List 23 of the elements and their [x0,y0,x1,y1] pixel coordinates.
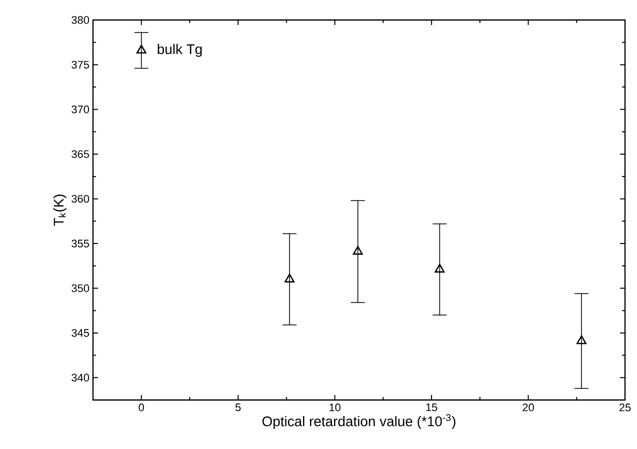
y-axis-title: T$_{k}$(K) [53,194,66,226]
x-tick-label: 0 [138,404,144,412]
y-tick-label: 360 [72,194,90,203]
x-tick-label: 20 [522,404,534,412]
y-tick-label: 365 [72,150,90,158]
y-tick-label: 340 [72,374,90,382]
x-tick-label: 5 [235,404,241,412]
y-tick-label: 380 [72,16,90,24]
point [284,274,295,282]
y-tick-label: 375 [72,60,90,69]
point [576,335,586,344]
y-tick-label: 355 [72,240,90,248]
point [352,246,363,255]
x-tick-label: 10 [330,404,340,412]
x-tick-label: 25 [619,404,631,412]
y-tick-label: 345 [72,329,90,337]
y-tick-label: 370 [72,106,90,114]
x-axis-title: Optical retardation value (*10$^{-3}$) [262,414,456,430]
point [136,44,146,54]
x-tick-label: 15 [426,404,438,412]
annotation: bulk Tg [158,44,202,57]
y-tick-label: 350 [72,284,90,292]
point [434,264,445,273]
